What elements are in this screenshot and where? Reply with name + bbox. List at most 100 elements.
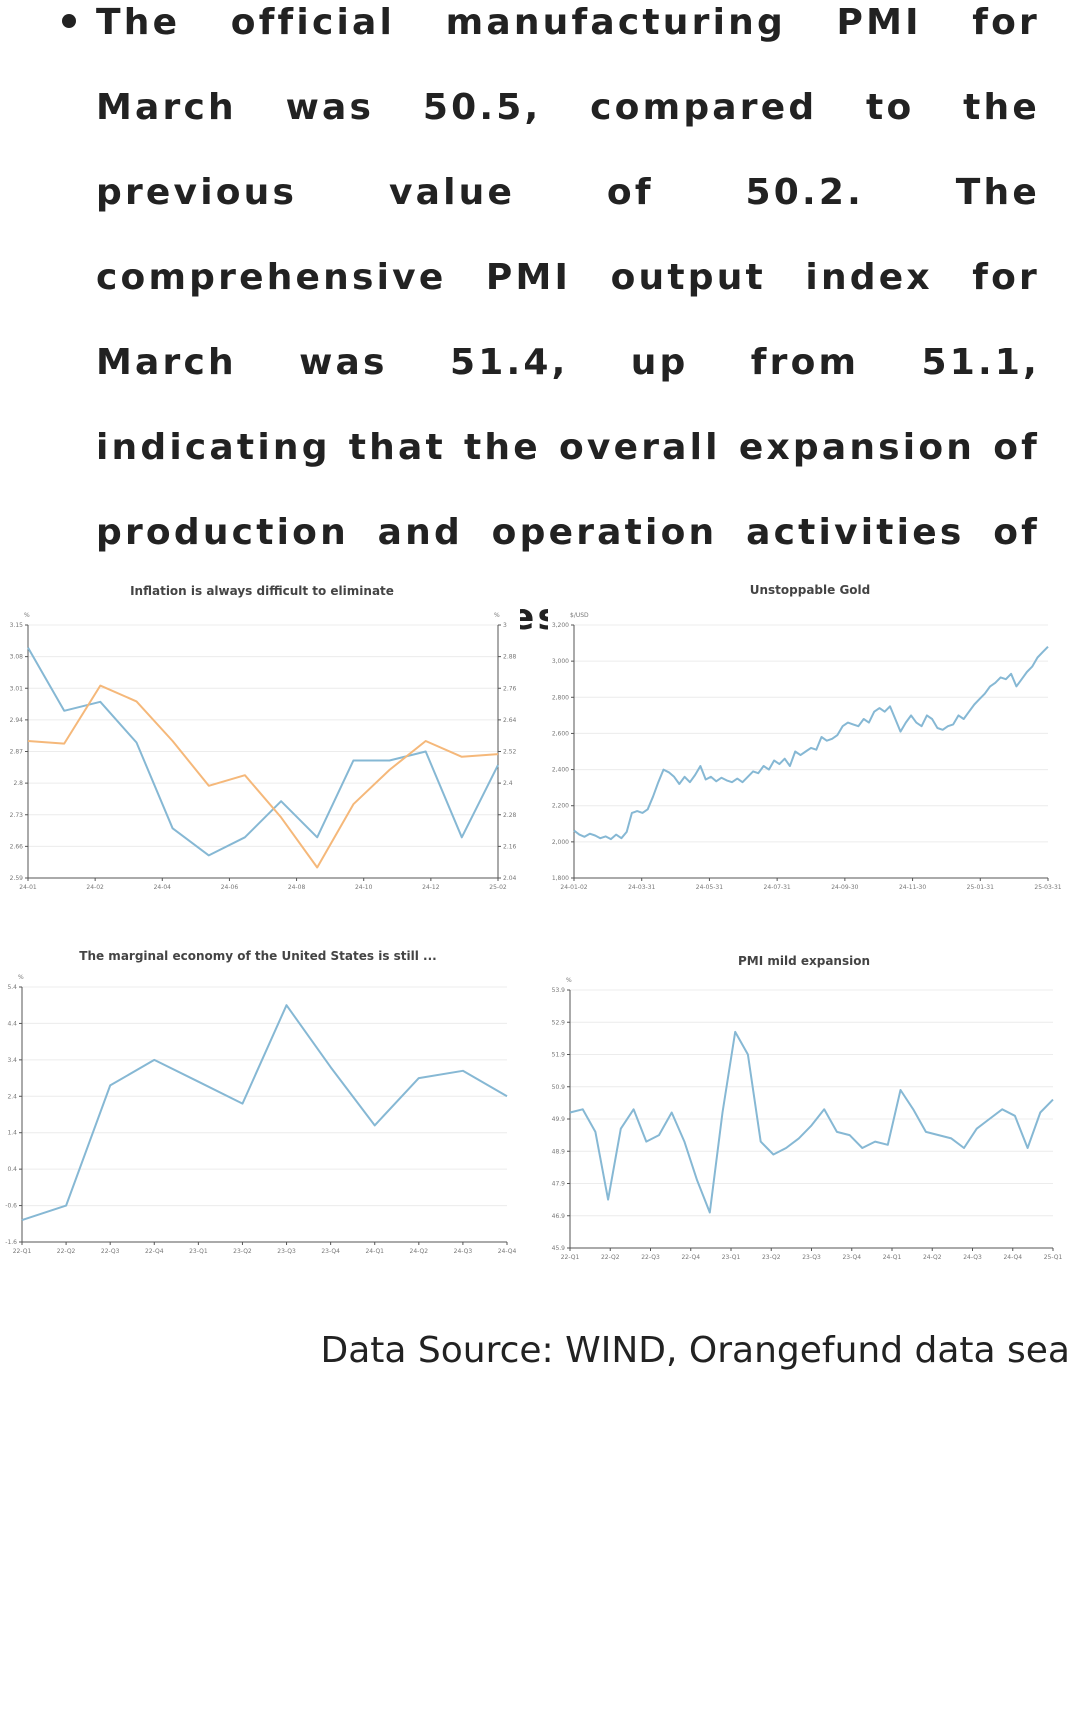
chart-title: PMI mild expansion — [738, 954, 870, 968]
y-axis-unit: % — [566, 977, 572, 984]
y-tick-label: 1,800 — [552, 875, 569, 882]
y-tick-label: 5.4 — [7, 984, 17, 991]
x-tick-label: 22-Q4 — [145, 1248, 164, 1255]
y-tick-label: 2.4 — [7, 1093, 17, 1100]
y-tick-label: 2.87 — [10, 749, 24, 756]
y-tick-label: 2,200 — [552, 803, 569, 810]
x-tick-label: 24-12 — [422, 884, 440, 891]
x-tick-label: 24-11-30 — [899, 884, 926, 891]
x-tick-label: 22-Q2 — [57, 1248, 76, 1255]
y2-tick-label: 2.76 — [503, 685, 517, 692]
x-tick-label: 24-Q4 — [1003, 1254, 1022, 1261]
x-tick-label: 25-Q1 — [1044, 1254, 1063, 1261]
x-tick-label: 24-07-31 — [764, 884, 791, 891]
y-tick-label: 51.9 — [552, 1052, 566, 1059]
y-tick-label: 48.9 — [552, 1148, 566, 1155]
x-tick-label: 23-Q1 — [722, 1254, 741, 1261]
y-tick-label: 49.9 — [552, 1116, 566, 1123]
x-tick-label: 22-Q1 — [13, 1248, 32, 1255]
series-line-1 — [21, 1004, 508, 1222]
y-tick-label: 1.4 — [7, 1130, 17, 1137]
data-source-caption: Data Source: WIND, Orangefund data sea — [320, 1330, 1070, 1371]
y-axis-unit: % — [18, 974, 24, 981]
y-tick-label: 2.73 — [10, 812, 24, 819]
y-tick-label: 3,000 — [552, 658, 569, 665]
y-tick-label: 2.66 — [10, 843, 24, 850]
x-tick-label: 22-Q2 — [601, 1254, 620, 1261]
y-axis-unit: $/USD — [570, 612, 589, 619]
y-tick-label: 3.08 — [10, 654, 24, 661]
chart-panel-pmi: PMI mild expansion% 45.9 46.9 47.9 48.9 49.9 5… — [548, 940, 1080, 1270]
chart-title: The marginal economy of the United State… — [79, 949, 436, 963]
x-tick-label: 23-Q3 — [277, 1248, 296, 1255]
y2-axis-unit: % — [494, 612, 500, 619]
y-tick-label: 53.9 — [552, 987, 566, 994]
chart-panel-gold: Unstoppable Gold $/USD 1,800 2,000 2,200 2,40… — [548, 575, 1080, 895]
x-tick-label: 24-02 — [86, 884, 104, 891]
y-tick-label: 52.9 — [552, 1019, 566, 1026]
x-tick-label: 24-Q2 — [410, 1248, 429, 1255]
y-tick-label: 2,800 — [552, 694, 569, 701]
y-tick-label: -1.6 — [5, 1239, 17, 1246]
y-tick-label: 0.4 — [7, 1166, 17, 1173]
x-tick-label: 25-03-31 — [1034, 884, 1061, 891]
x-tick-label: 24-06 — [221, 884, 239, 891]
x-tick-label: 24-Q2 — [923, 1254, 942, 1261]
chart-inflation: Inflation is always difficult to elimina… — [10, 584, 517, 891]
y-tick-label: 45.9 — [552, 1245, 566, 1252]
x-tick-label: 24-04 — [154, 884, 172, 891]
y-tick-label: 2,600 — [552, 730, 569, 737]
y2-tick-label: 2.64 — [503, 717, 517, 724]
y-tick-label: 2.8 — [13, 780, 23, 787]
series-line-2 — [27, 684, 499, 869]
x-tick-label: 24-01 — [19, 884, 37, 891]
y-tick-label: 50.9 — [552, 1084, 566, 1091]
x-tick-label: 24-Q4 — [498, 1248, 517, 1255]
y-tick-label: 3.15 — [10, 622, 24, 629]
series-line-1 — [573, 645, 1049, 841]
bullet-paragraph: The official manufacturing PMI for March… — [62, 0, 1040, 660]
x-tick-label: 24-Q3 — [963, 1254, 982, 1261]
chart-title: Inflation is always difficult to elimina… — [130, 584, 394, 598]
x-tick-label: 25-01-31 — [967, 884, 994, 891]
y-tick-label: 2,400 — [552, 767, 569, 774]
x-tick-label: 24-10 — [355, 884, 373, 891]
chart-panel-us-economy: The marginal economy of the United State… — [0, 940, 520, 1270]
series-line-1 — [569, 1030, 1054, 1214]
x-tick-label: 24-Q1 — [365, 1248, 384, 1255]
x-tick-label: 23-Q4 — [842, 1254, 861, 1261]
series-line-1 — [27, 647, 499, 857]
y2-tick-label: 2.04 — [503, 875, 517, 882]
y2-tick-label: 3 — [503, 622, 507, 629]
y-tick-label: 3.01 — [10, 685, 24, 692]
x-tick-label: 23-Q3 — [802, 1254, 821, 1261]
y-tick-label: 4.4 — [7, 1020, 17, 1027]
x-tick-label: 23-Q1 — [189, 1248, 208, 1255]
x-tick-label: 24-09-30 — [831, 884, 858, 891]
chart-gold: Unstoppable Gold $/USD 1,800 2,000 2,200 2,40… — [552, 583, 1062, 891]
y-tick-label: 2,000 — [552, 839, 569, 846]
y-axis-unit: % — [24, 612, 30, 619]
chart-pmi: PMI mild expansion% 45.9 46.9 47.9 48.9 49.9 5… — [552, 954, 1063, 1261]
x-tick-label: 24-08 — [288, 884, 306, 891]
y-tick-label: 3,200 — [552, 622, 569, 629]
x-tick-label: 24-03-31 — [628, 884, 655, 891]
x-tick-label: 24-01-02 — [560, 884, 587, 891]
x-tick-label: 22-Q4 — [681, 1254, 700, 1261]
x-tick-label: 22-Q3 — [641, 1254, 660, 1261]
y-tick-label: 46.9 — [552, 1213, 566, 1220]
x-tick-label: 22-Q1 — [561, 1254, 580, 1261]
y2-tick-label: 2.88 — [503, 654, 517, 661]
chart-title: Unstoppable Gold — [750, 583, 871, 597]
x-tick-label: 24-05-31 — [696, 884, 723, 891]
chart-panel-inflation: Inflation is always difficult to elimina… — [0, 575, 520, 895]
y-tick-label: 47.9 — [552, 1181, 566, 1188]
y-tick-label: 2.94 — [10, 717, 24, 724]
y-tick-label: 3.4 — [7, 1057, 17, 1064]
x-tick-label: 22-Q3 — [101, 1248, 120, 1255]
y-tick-label: -0.6 — [5, 1203, 17, 1210]
y2-tick-label: 2.4 — [503, 780, 513, 787]
paragraph-text: The official manufacturing PMI for March… — [96, 2, 1040, 638]
bullet-icon — [62, 14, 76, 28]
x-tick-label: 23-Q4 — [321, 1248, 340, 1255]
